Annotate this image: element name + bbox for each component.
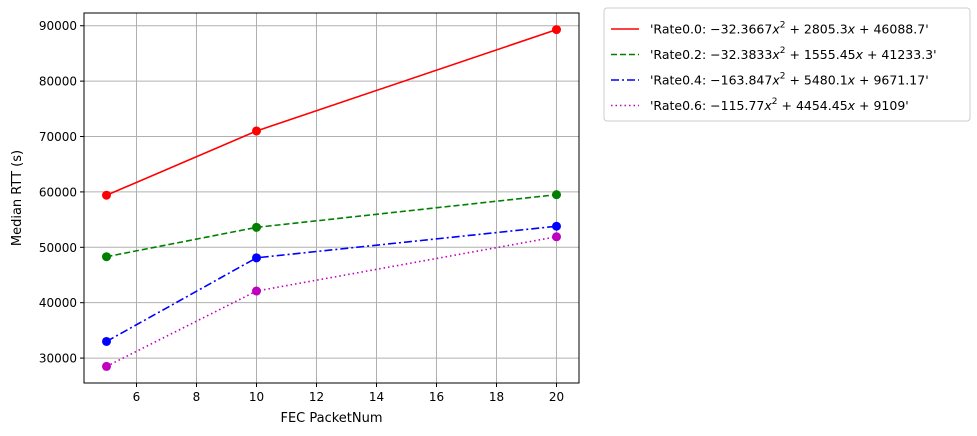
series-point-2-2 (552, 221, 561, 231)
y-tick-label: 50000 (39, 241, 77, 255)
series-point-2-0 (102, 336, 111, 346)
y-tick-label: 70000 (39, 130, 77, 144)
legend-box (603, 7, 971, 122)
series-point-3-1 (252, 286, 261, 296)
y-axis-label: Median RTT (s) (10, 150, 25, 246)
series-point-2-1 (252, 253, 261, 263)
y-tick-label: 40000 (39, 296, 77, 310)
series-point-0-1 (252, 126, 261, 136)
series-point-1-1 (252, 222, 261, 232)
x-tick-label: 10 (249, 390, 264, 404)
series-line-1 (106, 193, 557, 258)
x-tick-label: 6 (133, 390, 141, 404)
series-point-3-2 (552, 232, 561, 242)
legend: 'Rate0.0: −32.3667x2 + 2805.3x + 46088.7… (603, 7, 971, 122)
y-axis-ticks: 30000 40000 50000 60000 70000 80000 90000 (39, 19, 84, 366)
series-point-0-0 (102, 190, 111, 200)
y-tick-label: 90000 (39, 19, 77, 33)
x-axis-ticks: 6 8 10 12 14 16 18 20 (133, 383, 564, 404)
series-point-3-0 (102, 361, 111, 371)
grid-lines (84, 13, 579, 383)
series-point-1-2 (552, 190, 561, 200)
x-axis-label: FEC PacketNum (280, 411, 382, 426)
x-tick-label: 20 (549, 390, 564, 404)
legend-label-1: 'Rate0.2: −32.3833x2 + 1555.45x + 41233.… (650, 46, 937, 62)
series-line-3 (106, 235, 557, 368)
x-tick-label: 18 (489, 390, 504, 404)
y-tick-label: 80000 (39, 75, 77, 89)
y-tick-label: 60000 (39, 185, 77, 199)
y-tick-label: 30000 (39, 352, 77, 366)
series-line-0 (106, 28, 557, 196)
series-point-0-2 (552, 25, 561, 35)
x-tick-label: 16 (429, 390, 444, 404)
x-tick-label: 12 (309, 390, 324, 404)
series-point-1-0 (102, 252, 111, 262)
x-tick-label: 8 (193, 390, 201, 404)
plot-frame (83, 12, 580, 384)
series-markers (102, 25, 561, 371)
legend-label-2: 'Rate0.4: −163.847x2 + 5480.1x + 9671.17… (650, 72, 929, 88)
series-lines (106, 28, 557, 368)
legend-label-3: 'Rate0.6: −115.77x2 + 4454.45x + 9109' (650, 97, 909, 113)
legend-label-0: 'Rate0.0: −32.3667x2 + 2805.3x + 46088.7… (650, 21, 929, 37)
x-tick-label: 14 (369, 390, 384, 404)
